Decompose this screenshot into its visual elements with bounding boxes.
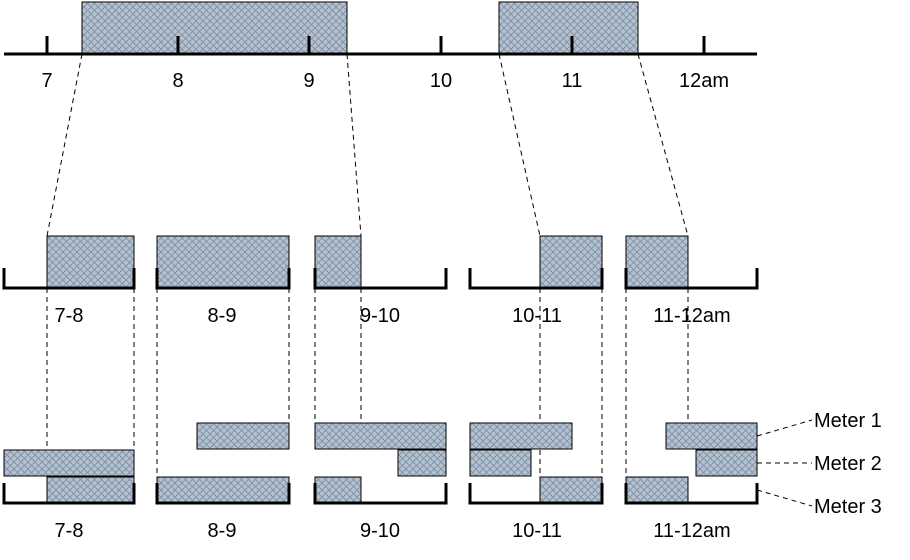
meter-3-leader-line <box>756 489 813 507</box>
bottom-label-8-9: 8-9 <box>208 520 237 542</box>
meter-legend: Meter 1 Meter 2 Meter 3 <box>756 410 882 518</box>
bottom-block-8-9-meter3 <box>156 476 290 504</box>
middle-label-11-12am: 11-12am <box>653 305 730 327</box>
bottom-bracket-9-10 <box>313 483 448 505</box>
meter-3-label: Meter 3 <box>814 496 882 518</box>
bottom-label-11-12am: 11-12am <box>653 520 730 542</box>
bottom-block-8-9-meter1 <box>196 422 290 450</box>
middle-label-10-11: 10-11 <box>512 305 562 327</box>
bottom-label-7-8: 7-8 <box>55 520 84 542</box>
middle-bracket-7-8 <box>2 268 136 290</box>
projection-line <box>46 53 83 237</box>
top-projection-lines <box>46 53 689 237</box>
bottom-bracket-7-8 <box>2 483 136 505</box>
middle-label-7-8: 7-8 <box>55 305 84 327</box>
middle-block-11-12am <box>625 235 689 289</box>
bottom-block-10-11-meter1 <box>469 422 573 450</box>
middle-block-8-9 <box>156 235 290 289</box>
bottom-bracket-10-11 <box>468 483 604 505</box>
top-tick-label-11: 11 <box>562 70 583 92</box>
middle-label-9-10: 9-10 <box>360 305 400 327</box>
top-interval-block-1 <box>81 1 348 55</box>
middle-projection-lines <box>46 288 689 477</box>
middle-label-8-9: 8-9 <box>208 305 237 327</box>
bottom-bracket-8-9 <box>155 483 291 505</box>
projection-line <box>346 53 362 237</box>
top-interval-block-2 <box>498 1 639 55</box>
top-tick-label-10: 10 <box>430 70 452 92</box>
bottom-block-9-10-meter2 <box>397 449 447 477</box>
projection-line <box>637 53 689 237</box>
bottom-block-10-11-meter3 <box>539 476 603 504</box>
bottom-block-9-10-meter3 <box>314 476 362 504</box>
middle-bracket-11-12am <box>624 268 759 290</box>
bottom-block-7-8-meter2 <box>3 449 135 477</box>
meter-1-leader-line <box>756 419 813 437</box>
top-tick-label-7: 7 <box>41 70 52 92</box>
bottom-block-10-11-meter2 <box>469 449 532 477</box>
middle-bracket-8-9 <box>155 268 291 290</box>
middle-block-9-10 <box>314 235 362 289</box>
bottom-block-7-8-meter3 <box>46 476 135 504</box>
top-timeline: 7 8 9 10 11 12am <box>4 1 757 92</box>
bottom-row: 7-8 8-9 9-10 10-11 11-12am <box>2 422 759 542</box>
top-tick-label-12am: 12am <box>679 70 729 92</box>
top-tick-label-8: 8 <box>172 70 183 92</box>
bottom-bracket-11-12am <box>624 483 759 505</box>
middle-bracket-9-10 <box>313 268 448 290</box>
bottom-block-11-12am-meter3 <box>625 476 689 504</box>
bottom-block-11-12am-meter1 <box>665 422 758 450</box>
middle-row: 7-8 8-9 9-10 10-11 11-12am <box>2 235 759 327</box>
middle-block-7-8 <box>46 235 135 289</box>
bottom-block-11-12am-meter2 <box>695 449 758 477</box>
top-tick-label-9: 9 <box>303 70 314 92</box>
projection-line <box>498 53 541 237</box>
bottom-label-10-11: 10-11 <box>512 520 562 542</box>
bottom-block-9-10-meter1 <box>314 422 447 450</box>
bottom-label-9-10: 9-10 <box>360 520 400 542</box>
meter-2-label: Meter 2 <box>814 453 882 475</box>
middle-block-10-11 <box>539 235 603 289</box>
meter-1-label: Meter 1 <box>814 410 882 432</box>
middle-bracket-10-11 <box>468 268 604 290</box>
